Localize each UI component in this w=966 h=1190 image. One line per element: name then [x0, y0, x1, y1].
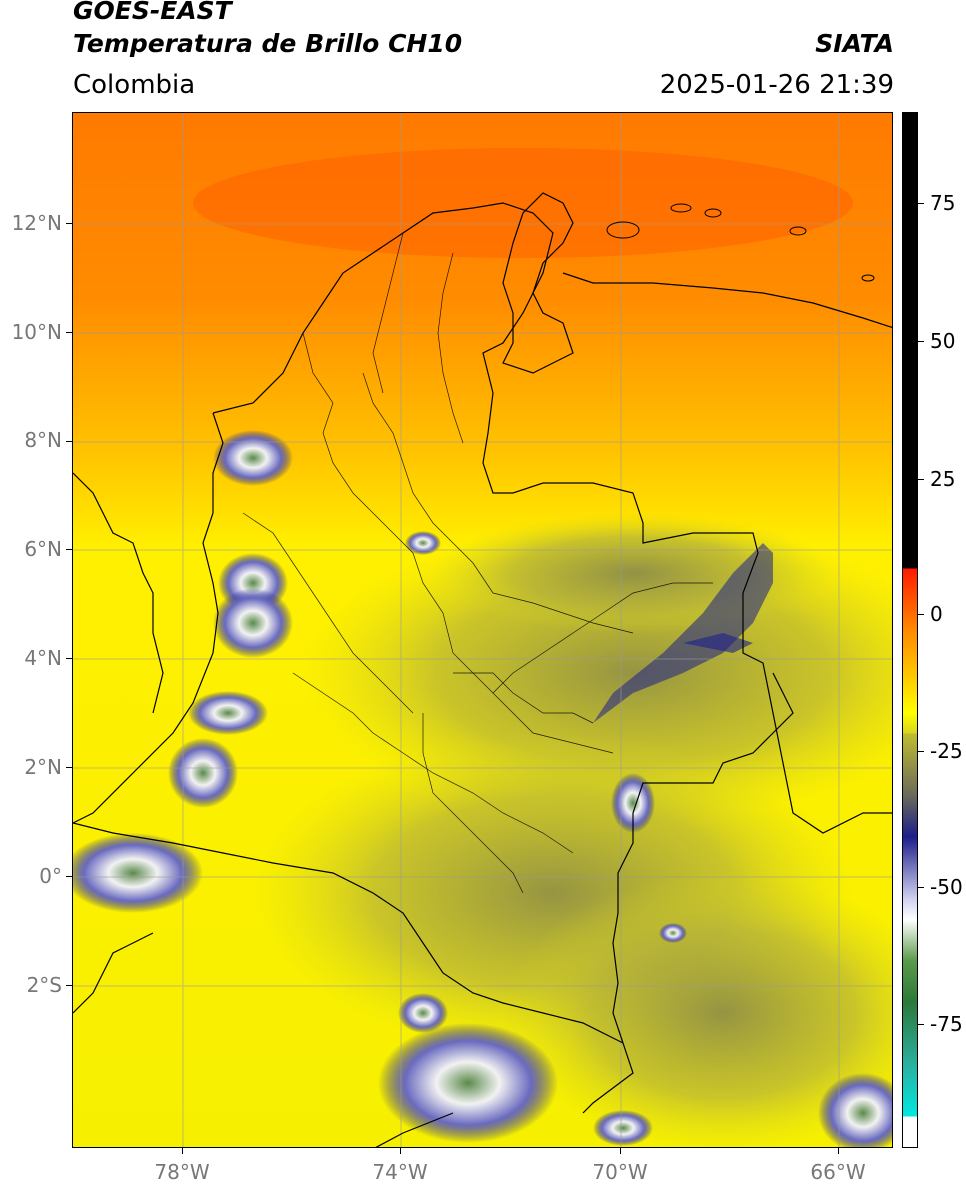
title-product: Temperatura de Brillo CH10: [73, 29, 463, 58]
cloud-cell: [213, 588, 293, 658]
lat-tick-mark: [66, 985, 72, 986]
lat-tick-mark: [66, 441, 72, 442]
cloud-cell: [398, 993, 448, 1033]
cloud-cell: [818, 1073, 892, 1147]
lat-tick-0: 0°: [39, 864, 62, 888]
lat-tick-12n: 12°N: [11, 211, 62, 235]
colorbar-tick-mark: [918, 1024, 924, 1025]
colorbar-tick-75: 75: [930, 191, 956, 215]
graticule: [73, 113, 892, 1147]
colorbar-tick-mark: [918, 751, 924, 752]
department-borders: [242, 232, 713, 894]
cloud-cell: [188, 691, 268, 735]
cloud-cell: [73, 833, 203, 913]
colorbar-tick-50: 50: [930, 329, 956, 353]
cloud-band: [683, 633, 753, 653]
colorbar-tick-minus75: -75: [930, 1012, 963, 1036]
colorbar-tick-mark: [918, 614, 924, 615]
cloud-cell: [378, 1023, 558, 1143]
colorbar-tick-minus50: -50: [930, 875, 963, 899]
title-satellite: GOES-EAST: [73, 0, 232, 25]
colorbar-tick-mark: [918, 341, 924, 342]
colorbar: [902, 112, 918, 1148]
lat-tick-mark: [66, 332, 72, 333]
cool-region-southeast: [503, 873, 892, 1147]
warm-band: [193, 148, 853, 258]
satellite-map[interactable]: [72, 112, 893, 1148]
lat-tick-2n: 2°N: [24, 755, 62, 779]
cloud-cell: [593, 1110, 653, 1146]
cloud-cell: [659, 923, 687, 943]
cloud-cell: [405, 531, 441, 555]
cloud-cell: [168, 738, 238, 808]
colorbar-gradient: [903, 113, 917, 1147]
colorbar-tick-0: 0: [930, 602, 943, 626]
lon-tick-mark: [838, 1148, 839, 1154]
lat-tick-mark: [66, 223, 72, 224]
colorbar-tick-mark: [918, 887, 924, 888]
region-label: Colombia: [73, 70, 196, 100]
lon-tick-70w: 70°W: [592, 1160, 648, 1184]
lon-tick-mark: [620, 1148, 621, 1154]
lat-tick-6n: 6°N: [24, 537, 62, 561]
lat-tick-10n: 10°N: [11, 320, 62, 344]
lat-tick-mark: [66, 658, 72, 659]
lon-tick-78w: 78°W: [154, 1160, 210, 1184]
cloud-cell: [611, 773, 655, 833]
cloud-band: [593, 543, 773, 723]
lat-tick-mark: [66, 767, 72, 768]
colorbar-tick-mark: [918, 479, 924, 480]
lon-tick-74w: 74°W: [372, 1160, 428, 1184]
lat-tick-mark: [66, 876, 72, 877]
lat-tick-mark: [66, 549, 72, 550]
islands: [606, 203, 875, 282]
colorbar-tick-minus25: -25: [930, 739, 963, 763]
lat-tick-4n: 4°N: [24, 646, 62, 670]
lon-tick-66w: 66°W: [810, 1160, 866, 1184]
lat-tick-8n: 8°N: [24, 428, 62, 452]
map-canvas: [73, 113, 892, 1147]
cloud-cell: [213, 430, 293, 486]
timestamp-label: 2025-01-26 21:39: [659, 70, 894, 100]
lon-tick-mark: [400, 1148, 401, 1154]
country-borders: [73, 192, 892, 1147]
lon-tick-mark: [182, 1148, 183, 1154]
brand-label: SIATA: [815, 29, 894, 58]
colorbar-tick-25: 25: [930, 467, 956, 491]
lat-tick-2s: 2°S: [26, 973, 62, 997]
colorbar-tick-mark: [918, 203, 924, 204]
